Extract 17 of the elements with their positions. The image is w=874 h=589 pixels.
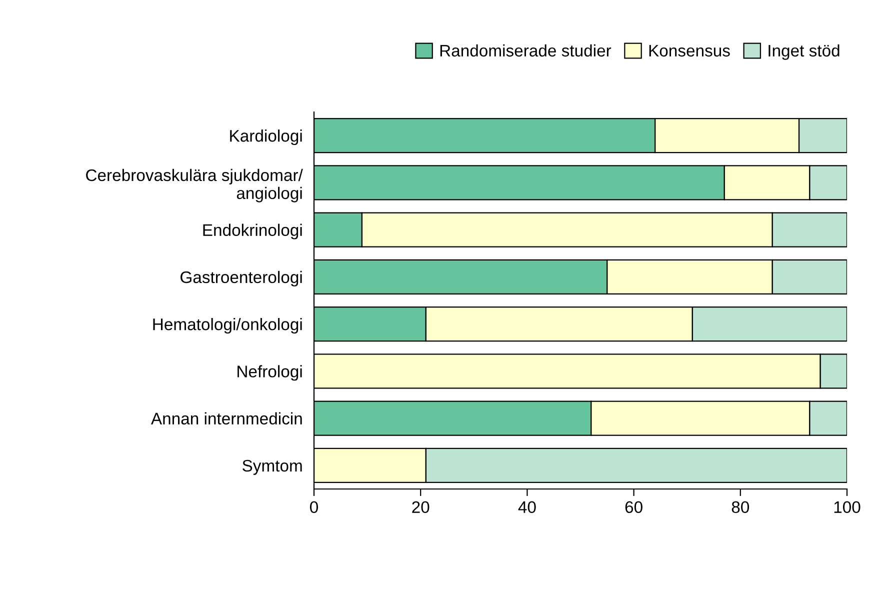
x-tick-label: 80 xyxy=(732,501,750,514)
y-tick-label: Nefrologi xyxy=(238,365,302,381)
x-tick-label: 100 xyxy=(834,501,860,514)
y-tick-label: Gastroenterologi xyxy=(180,270,302,286)
y-tick-label: Endokrinologi xyxy=(203,224,302,240)
legend-label: Inget stöd xyxy=(768,44,840,60)
y-tick-label: Annan internmedicin xyxy=(150,412,302,425)
x-tick-label: 40 xyxy=(518,501,536,514)
legend-label: Randomiserade studier xyxy=(440,44,612,57)
x-tick-label: 0 xyxy=(310,501,318,514)
y-tick-label: Symtom xyxy=(242,460,302,475)
x-tick-label: 60 xyxy=(625,501,642,514)
x-tick-label: 20 xyxy=(412,501,430,514)
y-tick-label: Hematologi/onkologi xyxy=(153,318,302,334)
legend-label: Konsensus xyxy=(649,44,730,57)
y-tick-label: Kardiologi xyxy=(230,130,302,146)
y-tick-label: Cerebrovaskulära sjukdomar/ angiologi xyxy=(86,168,303,202)
